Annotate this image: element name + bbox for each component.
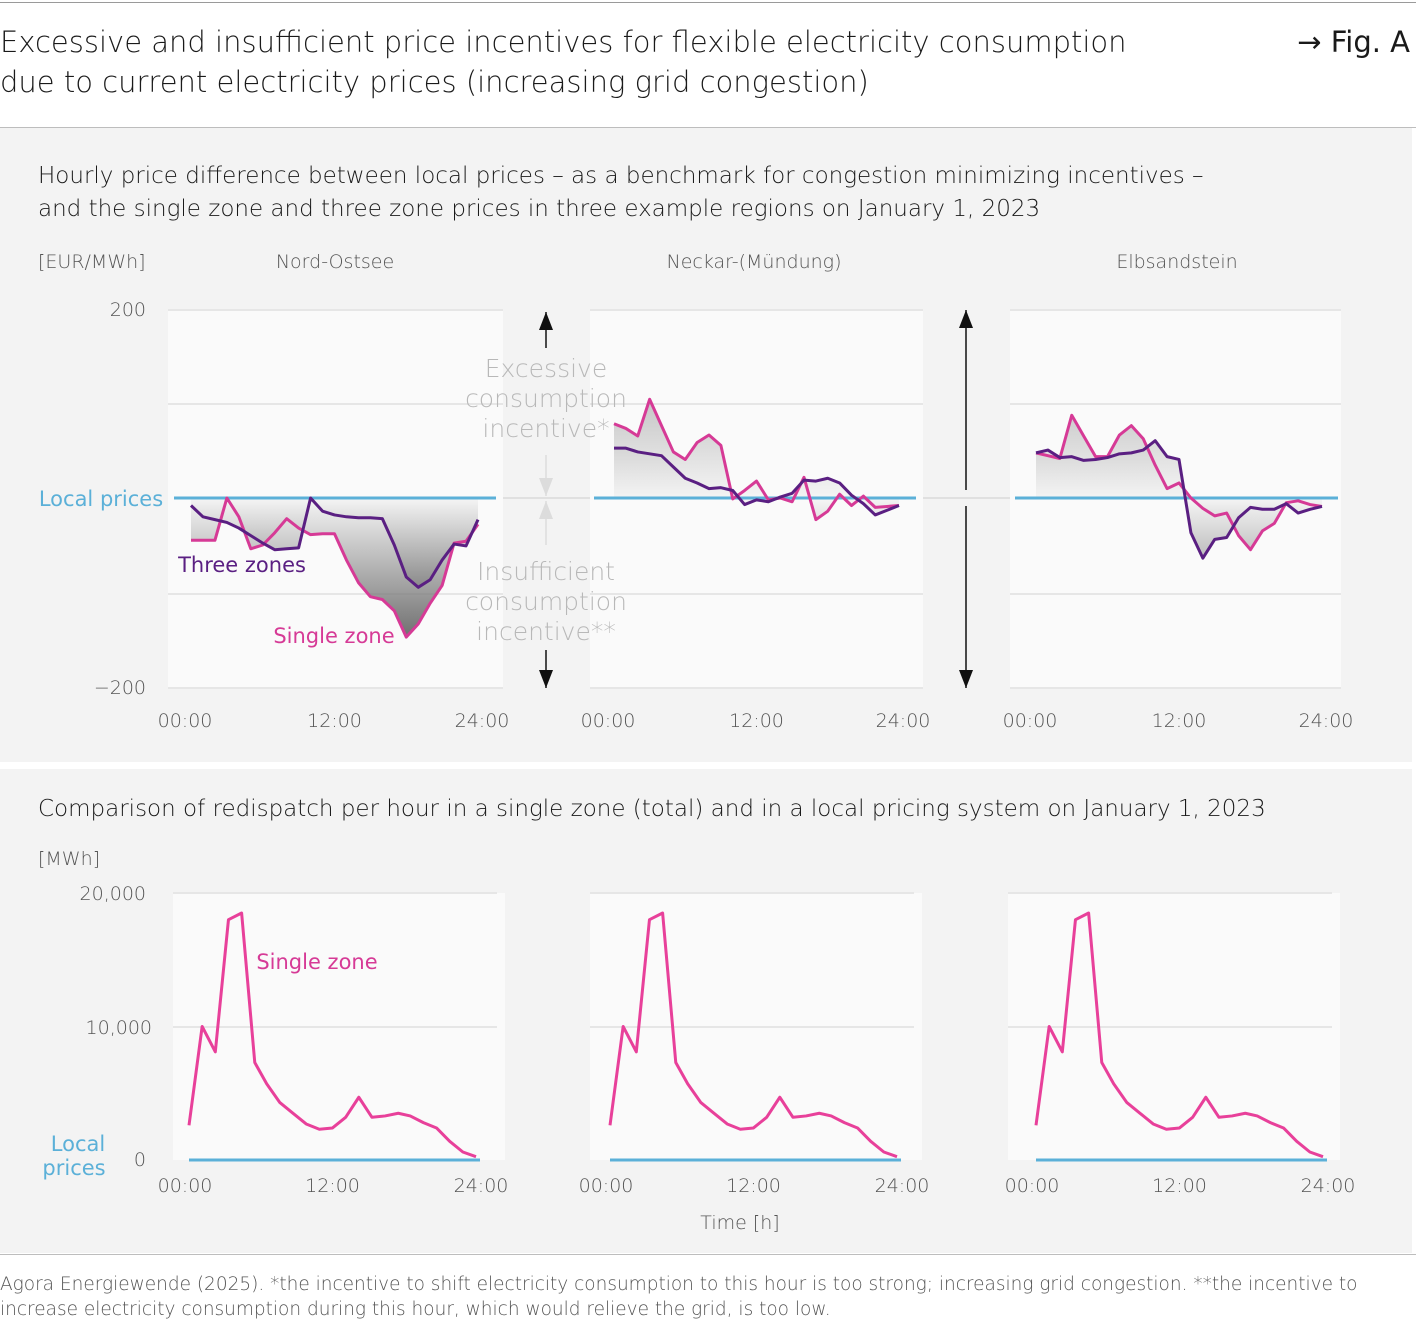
top-rule bbox=[0, 2, 1416, 3]
redispatch-chart-title: Comparison of redispatch per hour in a s… bbox=[38, 796, 1266, 822]
title-line-1: Excessive and insufficient price incenti… bbox=[0, 25, 1127, 59]
three-zones-line bbox=[614, 446, 900, 517]
y-axis-unit-label: [MWh] bbox=[38, 848, 100, 870]
single-zone-line bbox=[1034, 911, 1324, 1159]
insufficient-incentive-label: Insufficient bbox=[477, 557, 615, 586]
y-tick-label: 200 bbox=[110, 299, 146, 321]
three-zones-line bbox=[189, 496, 480, 589]
single-zone-line bbox=[187, 911, 477, 1159]
x-tick-label: 00:00 bbox=[1005, 1175, 1060, 1197]
insufficient-incentive-label: incentive** bbox=[476, 617, 616, 646]
x-tick-label: 12:00 bbox=[1152, 710, 1207, 732]
single-zone-label: Single zone bbox=[256, 950, 377, 974]
x-tick-label: 00:00 bbox=[158, 1175, 213, 1197]
y-tick-label: 0 bbox=[134, 1149, 146, 1171]
footer-line-1: Agora Energiewende (2025). *the incentiv… bbox=[0, 1274, 1358, 1295]
region-title: Neckar-(Mündung) bbox=[667, 251, 842, 273]
up-arrow-icon-head bbox=[539, 312, 553, 330]
insufficient-incentive-label: consumption bbox=[465, 587, 627, 616]
header-divider bbox=[0, 127, 1416, 128]
footer-line-2: increase electricity consumption during … bbox=[0, 1299, 831, 1320]
price-chart-title: Hourly price difference between local pr… bbox=[38, 160, 1204, 226]
title-line-2: due to current electricity prices (incre… bbox=[0, 65, 869, 99]
difference-area bbox=[1036, 415, 1322, 550]
x-axis-label: Time [h] bbox=[700, 1212, 779, 1234]
x-tick-label: 00:00 bbox=[158, 710, 213, 732]
three-zones-line bbox=[1035, 439, 1323, 560]
y-tick-label: 20,000 bbox=[80, 883, 146, 905]
region-title: Elbsandstein bbox=[1116, 251, 1237, 273]
x-tick-label: 24:00 bbox=[1301, 1175, 1356, 1197]
local-prices-label: Local prices bbox=[39, 487, 163, 511]
up-arrow-icon-head bbox=[959, 310, 973, 328]
x-tick-label: 24:00 bbox=[455, 710, 510, 732]
x-tick-label: 00:00 bbox=[1003, 710, 1058, 732]
x-tick-label: 12:00 bbox=[1152, 1175, 1207, 1197]
x-tick-label: 12:00 bbox=[726, 1175, 781, 1197]
y-axis-unit-label: [EUR/MWh] bbox=[38, 251, 146, 273]
price-title-line-1: Hourly price difference between local pr… bbox=[38, 163, 1204, 189]
price-title-line-2: and the single zone and three zone price… bbox=[38, 196, 1041, 222]
three-zones-label: Three zones bbox=[177, 553, 306, 577]
difference-area bbox=[1036, 440, 1322, 559]
small-down-arrow-icon-head bbox=[539, 478, 553, 496]
x-tick-label: 24:00 bbox=[876, 710, 931, 732]
x-tick-label: 24:00 bbox=[454, 1175, 509, 1197]
down-arrow-icon-head bbox=[539, 670, 553, 688]
footer-source: Agora Energiewende (2025). *the incentiv… bbox=[0, 1272, 1416, 1322]
y-tick-label: −200 bbox=[94, 677, 146, 699]
small-up-arrow-icon-head bbox=[539, 501, 553, 519]
single-zone-line bbox=[613, 397, 900, 522]
down-arrow-icon-head bbox=[959, 670, 973, 688]
single-zone-line bbox=[191, 496, 480, 639]
excessive-incentive-label: incentive* bbox=[482, 414, 609, 443]
x-tick-label: 24:00 bbox=[875, 1175, 930, 1197]
footer-divider bbox=[0, 1254, 1416, 1255]
single-zone-line bbox=[1035, 413, 1323, 552]
x-tick-label: 24:00 bbox=[1299, 710, 1354, 732]
x-tick-label: 12:00 bbox=[307, 710, 362, 732]
local-prices-label: prices bbox=[42, 1156, 105, 1180]
x-tick-label: 12:00 bbox=[729, 710, 784, 732]
local-prices-label: Local bbox=[51, 1132, 105, 1156]
x-tick-label: 00:00 bbox=[579, 1175, 634, 1197]
x-tick-label: 12:00 bbox=[305, 1175, 360, 1197]
excessive-incentive-label: consumption bbox=[465, 384, 627, 413]
figure-label: → Fig. A bbox=[1297, 25, 1410, 59]
figure-title: Excessive and insufficient price incenti… bbox=[0, 22, 1200, 102]
y-tick-label: 10,000 bbox=[86, 1017, 152, 1039]
region-title: Nord-Ostsee bbox=[276, 251, 394, 273]
single-zone-label: Single zone bbox=[273, 624, 394, 648]
difference-area bbox=[614, 448, 899, 515]
difference-area bbox=[191, 498, 478, 588]
single-zone-line bbox=[608, 911, 898, 1159]
excessive-incentive-label: Excessive bbox=[485, 354, 607, 383]
x-tick-label: 00:00 bbox=[581, 710, 636, 732]
